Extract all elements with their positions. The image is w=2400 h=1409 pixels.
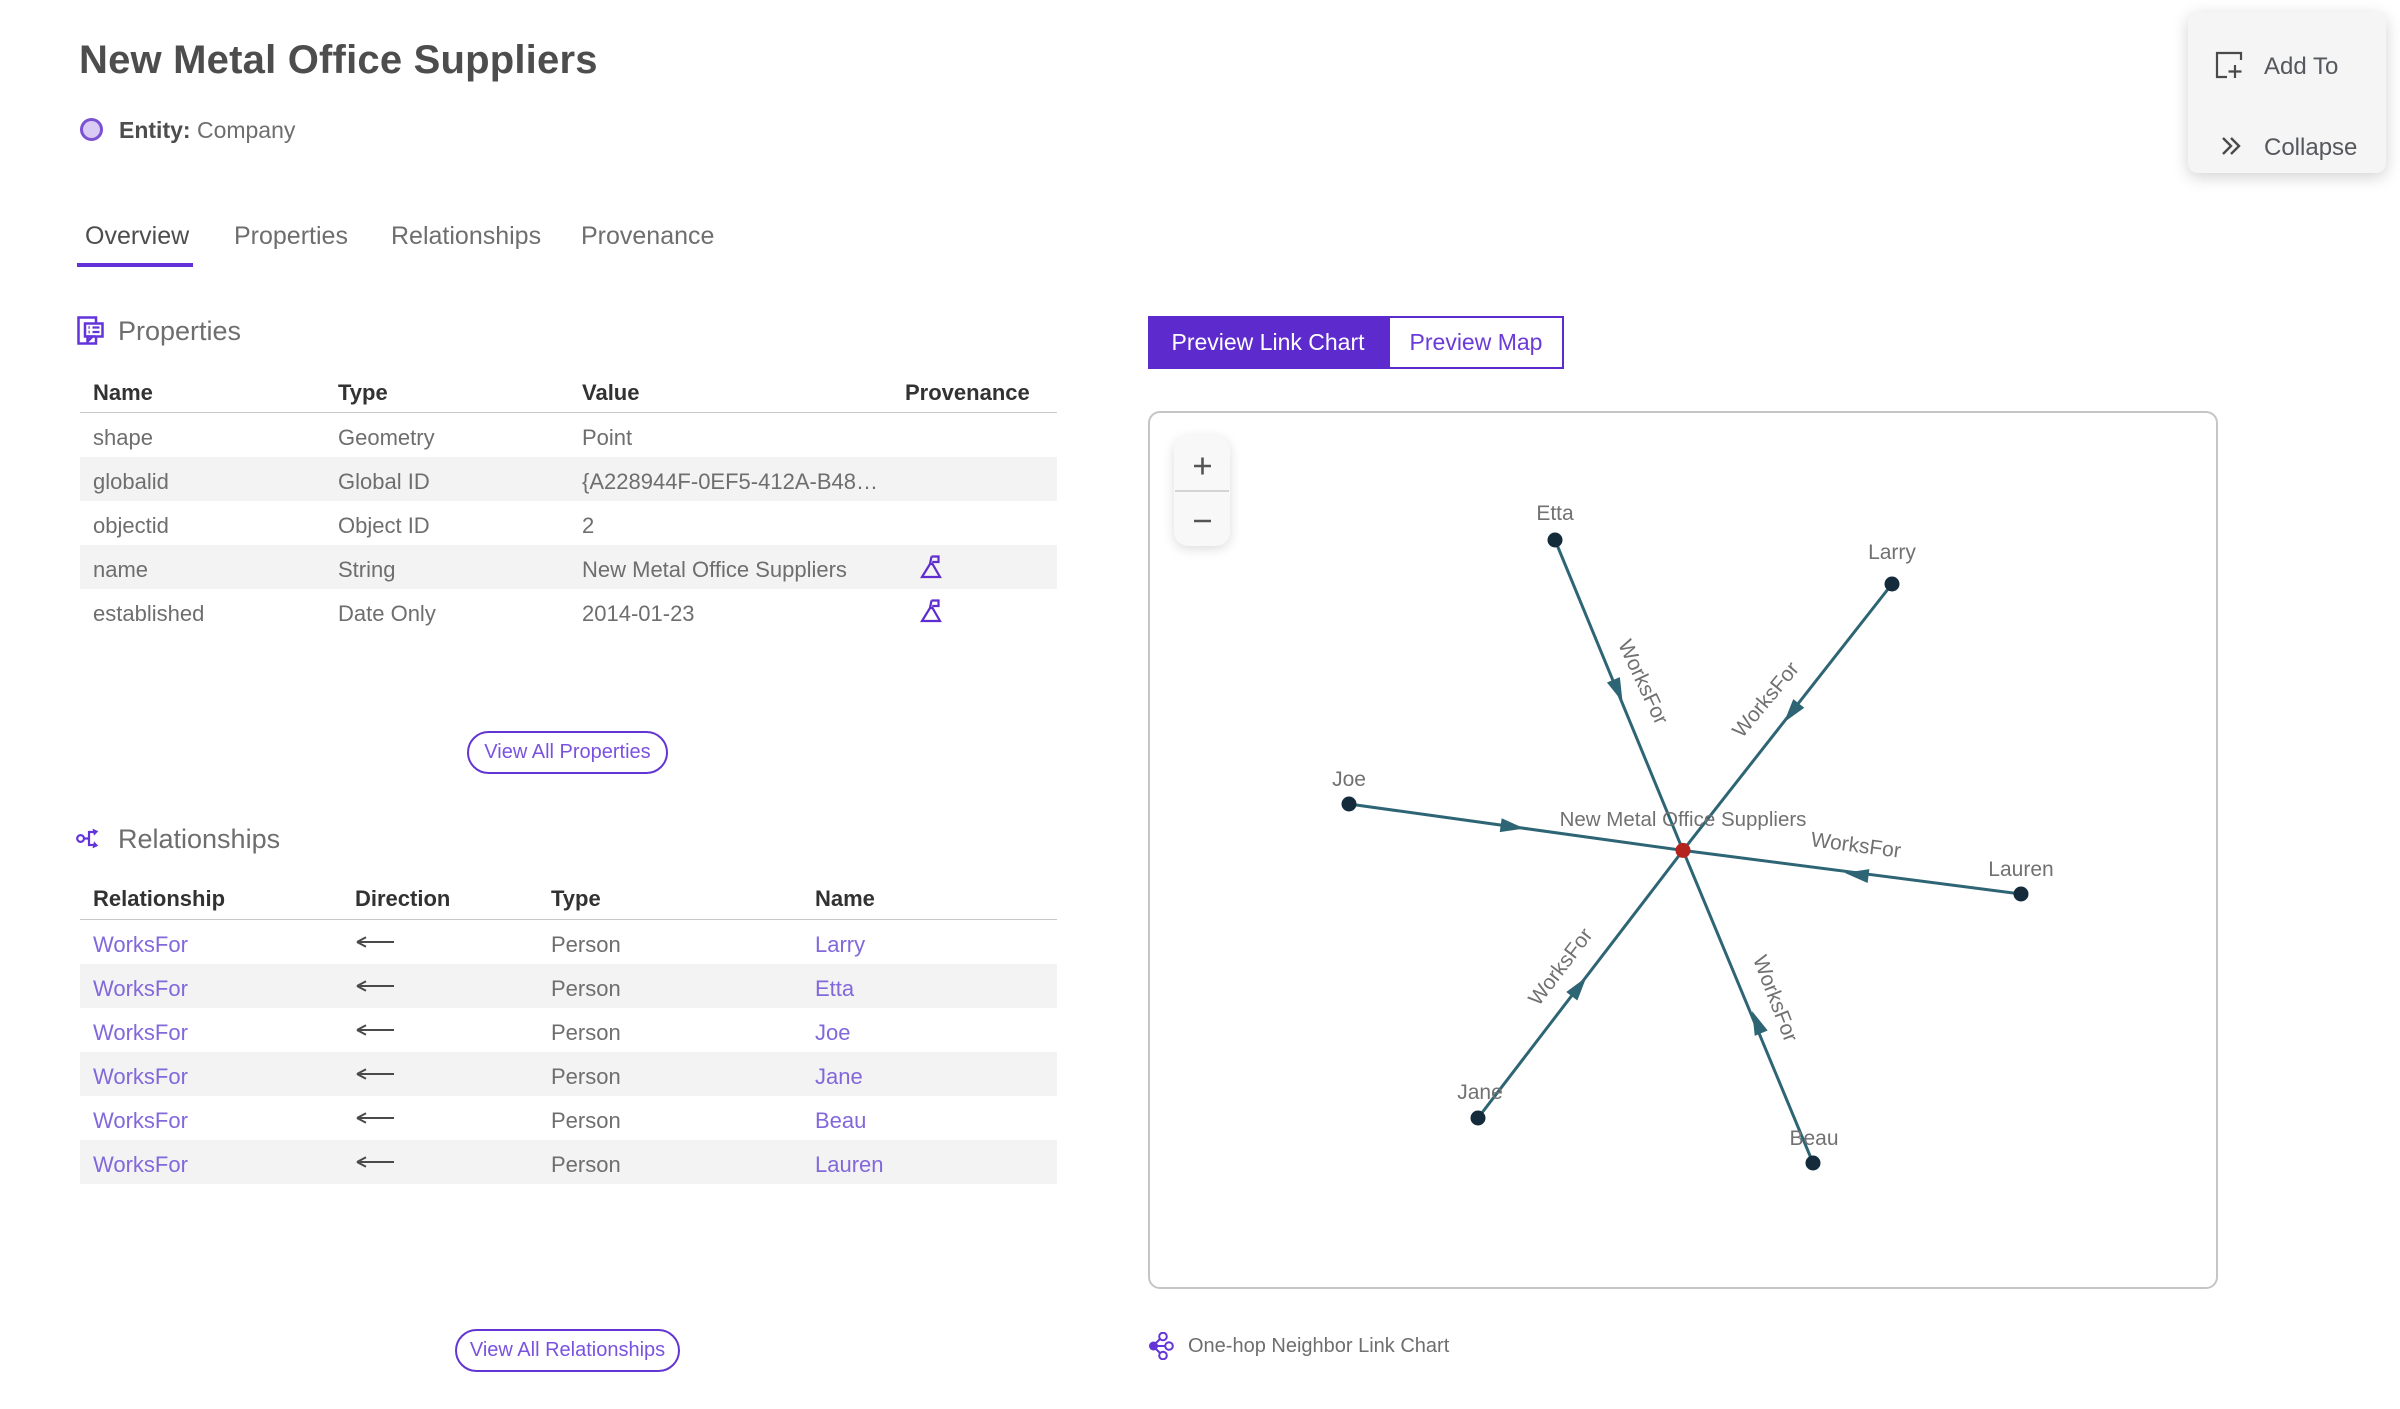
svg-text:Jane: Jane [1457, 1081, 1503, 1104]
svg-text:Beau: Beau [1789, 1127, 1838, 1150]
svg-text:Larry: Larry [1868, 541, 1916, 564]
svg-text:WorksFor: WorksFor [1809, 828, 1902, 862]
svg-text:WorksFor: WorksFor [1524, 924, 1597, 1010]
svg-text:Lauren: Lauren [1988, 858, 2053, 881]
svg-text:Joe: Joe [1332, 768, 1366, 791]
svg-text:Etta: Etta [1536, 502, 1574, 525]
svg-text:WorksFor: WorksFor [1728, 658, 1804, 742]
svg-text:New Metal Office Suppliers: New Metal Office Suppliers [1560, 808, 1807, 831]
svg-text:WorksFor: WorksFor [1613, 636, 1672, 728]
